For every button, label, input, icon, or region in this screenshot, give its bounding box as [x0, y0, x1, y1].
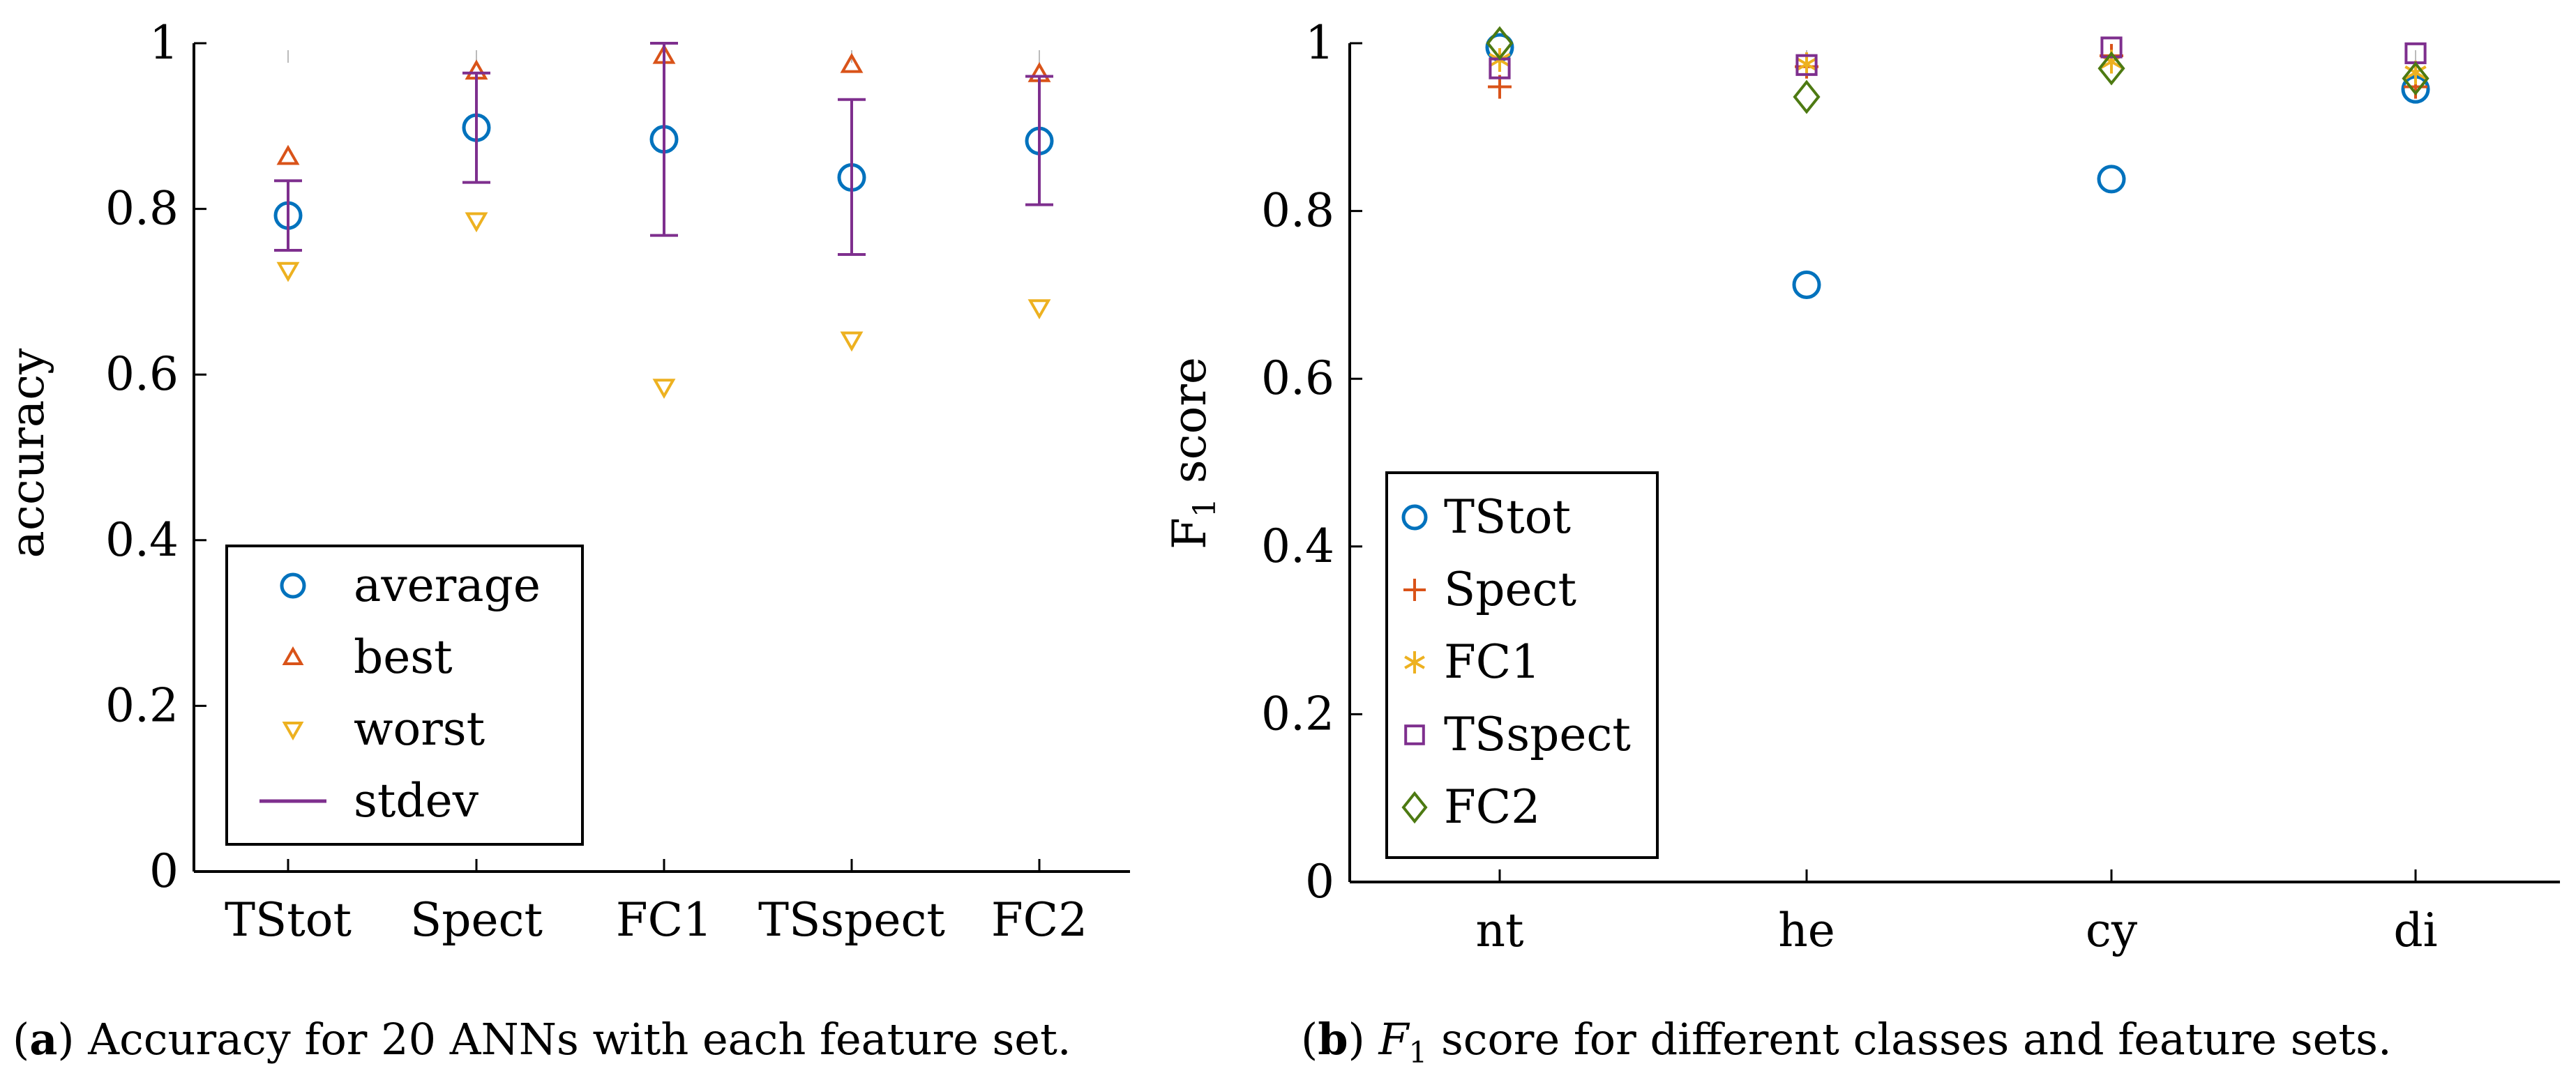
x-tick-label: di — [2393, 904, 2437, 957]
legend-marker — [280, 572, 306, 599]
y-tick-label: 0.8 — [105, 182, 179, 236]
data-point — [2402, 61, 2430, 96]
y-tick-labels: 0 0.2 0.4 0.6 0.8 1 — [105, 16, 179, 898]
caption-a-tag: a — [29, 1014, 57, 1065]
errorbar — [274, 179, 302, 252]
data-marks — [273, 42, 1054, 400]
y-tick-label: 0 — [149, 844, 179, 898]
x-tick-labels: nt he cy di — [1475, 904, 2437, 957]
y-tick-label: 1 — [1305, 16, 1334, 70]
data-point — [2097, 51, 2125, 86]
x-tick-labels: TStot Spect FC1 TSspect FC2 — [225, 893, 1087, 947]
chart-f1-score: 0 0.2 0.4 0.6 0.8 1 nt he cy di F1 score TStot Sp… — [1163, 16, 2560, 957]
legend-entry: best — [282, 630, 453, 684]
legend-label: average — [354, 558, 541, 612]
legend-entry: Spect — [1403, 563, 1576, 616]
series-tsspect — [1489, 36, 2427, 79]
legend-label: TSspect — [1444, 708, 1631, 761]
legend-label: worst — [354, 702, 485, 756]
legend-marker — [1401, 791, 1428, 824]
data-marks — [1485, 26, 2430, 299]
legend-entry: FC1 — [1404, 635, 1540, 689]
legend: average best worst stdev — [225, 545, 584, 846]
legend-label: FC1 — [1444, 635, 1540, 689]
legend-entry: worst — [282, 702, 485, 756]
legend-label: TStot — [1444, 490, 1571, 544]
series-stdev — [274, 42, 1053, 256]
data-point — [1027, 299, 1051, 320]
y-tick-label: 0.6 — [1261, 351, 1334, 405]
legend-marker — [1401, 504, 1428, 531]
chart-accuracy: 0 0.2 0.4 0.6 0.8 1 TStot Spect FC1 TSspect FC2 a… — [1, 16, 1130, 947]
data-point — [2100, 36, 2123, 59]
legend-marker — [282, 646, 304, 665]
data-point — [2097, 165, 2126, 194]
legend: TStot Spect FC1 TSspect FC2 — [1385, 471, 1659, 859]
legend-marker — [1403, 579, 1426, 601]
data-point — [840, 331, 864, 352]
series-fc1 — [1489, 48, 2427, 85]
x-tick-label: nt — [1475, 904, 1523, 957]
legend-label: Spect — [1444, 563, 1576, 616]
caption-b: (b) F1 score for different classes and f… — [1301, 1014, 2392, 1070]
y-axis-label: accuracy — [1, 348, 54, 558]
legend-marker — [1404, 651, 1425, 674]
y-tick-label: 0.6 — [105, 347, 179, 401]
errorbar — [650, 42, 678, 237]
series-tstot — [1485, 33, 2430, 299]
data-point — [465, 212, 488, 233]
y-tick-label: 0.8 — [1261, 184, 1334, 238]
data-point — [276, 144, 300, 165]
data-point — [840, 52, 864, 73]
x-tick-label: he — [1778, 904, 1835, 957]
legend-label: FC2 — [1444, 780, 1540, 834]
caption-b-text: score for different classes and feature … — [1427, 1014, 2391, 1065]
legend-entry: TStot — [1401, 490, 1571, 544]
legend-entry: FC2 — [1401, 780, 1540, 834]
data-point — [652, 379, 676, 400]
data-point — [1792, 270, 1821, 299]
x-tick-label: FC1 — [616, 893, 712, 947]
errorbar — [1025, 75, 1053, 206]
legend-box — [1385, 471, 1659, 859]
y-tick-label: 0.2 — [105, 678, 179, 732]
data-point — [276, 261, 300, 282]
legend-entry: TSspect — [1404, 708, 1631, 761]
y-tick-label: 1 — [149, 16, 179, 70]
caption-a: (a) Accuracy for 20 ANNs with each featu… — [13, 1014, 1071, 1065]
caption-a-text: Accuracy for 20 ANNs with each feature s… — [75, 1014, 1071, 1065]
caption-b-tag: b — [1318, 1014, 1348, 1065]
errorbar — [838, 98, 866, 256]
series-spect — [1488, 44, 2427, 99]
y-tick-label: 0.4 — [1261, 519, 1334, 573]
legend-label: best — [354, 630, 453, 684]
legend-entry: stdev — [259, 774, 479, 828]
legend-entry: average — [280, 558, 541, 612]
y-tick-labels: 0 0.2 0.4 0.6 0.8 1 — [1261, 16, 1334, 908]
y-axis-label: F1 score — [1163, 357, 1223, 549]
x-tick-label: FC2 — [991, 893, 1087, 947]
y-tick-label: 0 — [1305, 855, 1334, 908]
data-point — [1795, 54, 1818, 76]
series-fc2 — [1486, 26, 2430, 114]
x-tick-label: TSspect — [758, 893, 945, 947]
x-tick-label: Spect — [410, 893, 543, 947]
y-tick-label: 0.2 — [1261, 687, 1334, 740]
legend-label: stdev — [354, 774, 479, 828]
data-point — [1793, 79, 1821, 114]
caption-b-symbol: F — [1378, 1014, 1410, 1065]
y-tick-label: 0.4 — [105, 513, 179, 567]
legend-marker — [1404, 724, 1425, 745]
legend-marker — [282, 722, 304, 741]
errorbar — [462, 71, 490, 184]
series-worst — [276, 212, 1051, 400]
x-tick-label: cy — [2086, 904, 2138, 957]
x-tick-label: TStot — [225, 893, 352, 947]
data-point — [1486, 26, 1514, 61]
axes-frame — [193, 42, 1130, 873]
